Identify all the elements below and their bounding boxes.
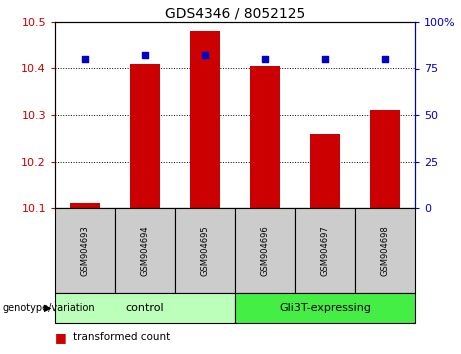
Text: GSM904697: GSM904697 [320, 225, 330, 276]
Text: GSM904695: GSM904695 [201, 225, 209, 276]
Bar [130, 64, 160, 208]
Bar [55, 293, 235, 323]
Bar [55, 208, 115, 293]
Point [201, 53, 209, 58]
Bar [190, 31, 220, 208]
Bar [175, 208, 235, 293]
Text: GSM904698: GSM904698 [380, 225, 390, 276]
Bar [235, 293, 415, 323]
Text: ■: ■ [55, 331, 67, 344]
Point [261, 56, 269, 62]
Bar [250, 66, 280, 208]
Bar [295, 208, 355, 293]
Text: GSM904693: GSM904693 [81, 225, 89, 276]
Point [142, 53, 149, 58]
Text: Gli3T-expressing: Gli3T-expressing [279, 303, 371, 313]
Point [81, 56, 89, 62]
Bar [70, 203, 100, 208]
Bar [235, 208, 295, 293]
Text: GSM904694: GSM904694 [141, 225, 149, 276]
Bar [310, 133, 340, 208]
Text: control: control [126, 303, 164, 313]
Bar [115, 208, 175, 293]
Title: GDS4346 / 8052125: GDS4346 / 8052125 [165, 7, 305, 21]
Bar [370, 110, 400, 208]
Bar [355, 208, 415, 293]
Text: transformed count: transformed count [73, 332, 171, 342]
Text: ▶: ▶ [43, 303, 51, 313]
Text: genotype/variation: genotype/variation [2, 303, 95, 313]
Point [321, 56, 329, 62]
Point [381, 56, 389, 62]
Text: GSM904696: GSM904696 [260, 225, 270, 276]
